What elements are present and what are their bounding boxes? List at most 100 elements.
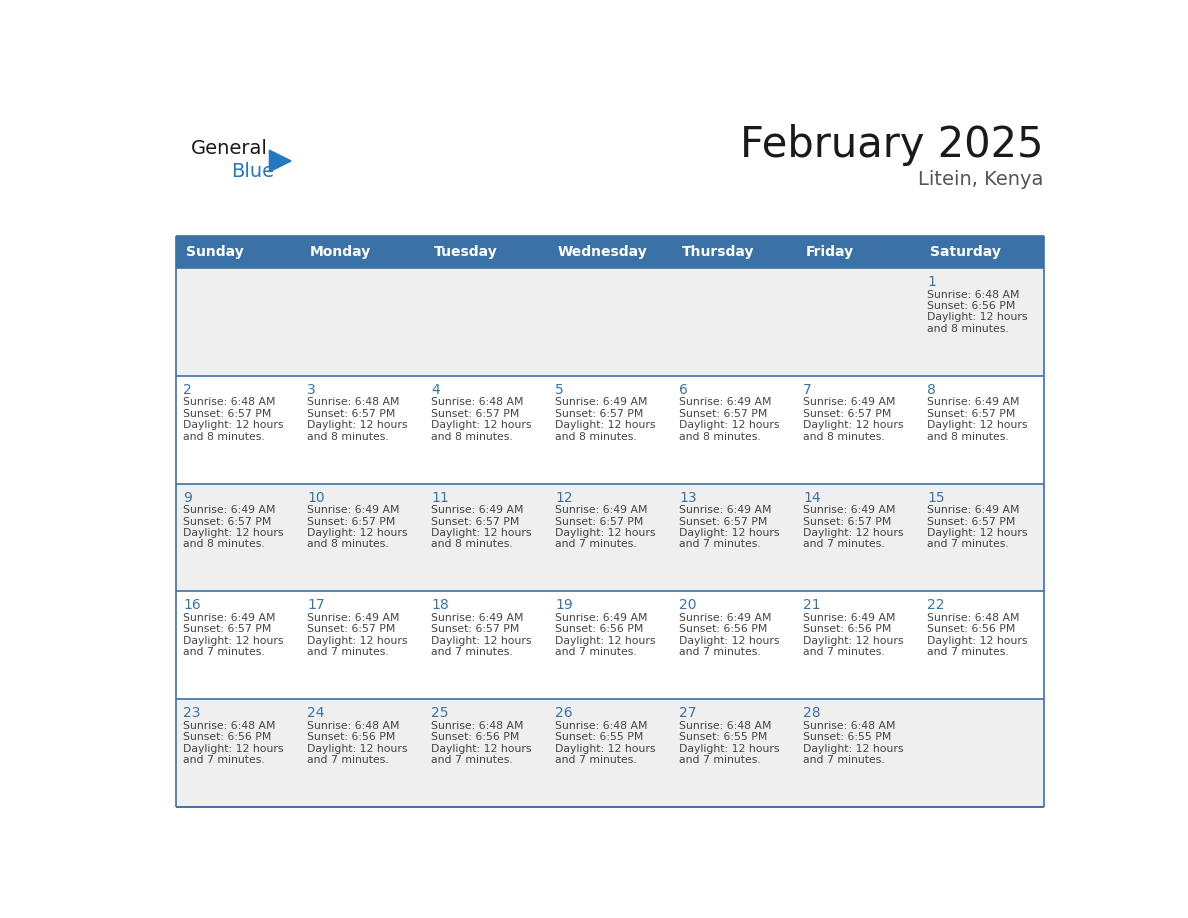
Text: Sunrise: 6:48 AM: Sunrise: 6:48 AM (431, 721, 524, 731)
Text: Litein, Kenya: Litein, Kenya (918, 170, 1043, 189)
Text: and 7 minutes.: and 7 minutes. (680, 755, 762, 765)
Text: Sunset: 6:57 PM: Sunset: 6:57 PM (803, 409, 892, 419)
Text: Sunset: 6:57 PM: Sunset: 6:57 PM (308, 624, 396, 634)
Text: and 8 minutes.: and 8 minutes. (308, 431, 390, 442)
Text: Saturday: Saturday (930, 245, 1000, 259)
Text: Monday: Monday (310, 245, 371, 259)
Text: Sunrise: 6:49 AM: Sunrise: 6:49 AM (555, 397, 647, 408)
Text: Sunset: 6:56 PM: Sunset: 6:56 PM (928, 301, 1016, 311)
Text: Sunset: 6:57 PM: Sunset: 6:57 PM (308, 517, 396, 527)
Text: Sunrise: 6:49 AM: Sunrise: 6:49 AM (680, 613, 772, 623)
Text: Sunset: 6:56 PM: Sunset: 6:56 PM (928, 624, 1016, 634)
Text: and 8 minutes.: and 8 minutes. (431, 540, 513, 549)
Text: and 8 minutes.: and 8 minutes. (680, 431, 762, 442)
Text: Sunrise: 6:49 AM: Sunrise: 6:49 AM (803, 397, 896, 408)
Text: and 8 minutes.: and 8 minutes. (803, 431, 885, 442)
Text: Sunset: 6:57 PM: Sunset: 6:57 PM (928, 409, 1016, 419)
Text: Sunrise: 6:49 AM: Sunrise: 6:49 AM (183, 505, 276, 515)
Text: 19: 19 (555, 599, 573, 612)
Text: Sunrise: 6:49 AM: Sunrise: 6:49 AM (803, 613, 896, 623)
Text: Sunset: 6:57 PM: Sunset: 6:57 PM (680, 517, 767, 527)
Text: Daylight: 12 hours: Daylight: 12 hours (928, 636, 1028, 645)
Text: and 8 minutes.: and 8 minutes. (308, 540, 390, 549)
Text: Daylight: 12 hours: Daylight: 12 hours (431, 420, 532, 431)
Text: 20: 20 (680, 599, 697, 612)
Text: Daylight: 12 hours: Daylight: 12 hours (308, 420, 407, 431)
Text: 21: 21 (803, 599, 821, 612)
Text: Sunset: 6:57 PM: Sunset: 6:57 PM (555, 409, 644, 419)
Text: Sunrise: 6:48 AM: Sunrise: 6:48 AM (308, 397, 400, 408)
Text: Daylight: 12 hours: Daylight: 12 hours (431, 636, 532, 645)
Text: Sunset: 6:57 PM: Sunset: 6:57 PM (183, 517, 272, 527)
Text: 11: 11 (431, 490, 449, 505)
Text: Sunset: 6:56 PM: Sunset: 6:56 PM (803, 624, 892, 634)
Text: Thursday: Thursday (682, 245, 754, 259)
Polygon shape (270, 151, 291, 172)
Text: 7: 7 (803, 383, 813, 397)
Text: and 7 minutes.: and 7 minutes. (555, 647, 637, 657)
Text: Sunset: 6:55 PM: Sunset: 6:55 PM (680, 733, 767, 742)
Text: Daylight: 12 hours: Daylight: 12 hours (555, 528, 656, 538)
Text: Sunset: 6:56 PM: Sunset: 6:56 PM (555, 624, 644, 634)
Bar (176, 484, 1043, 591)
Text: Sunrise: 6:49 AM: Sunrise: 6:49 AM (555, 613, 647, 623)
Text: Daylight: 12 hours: Daylight: 12 hours (555, 744, 656, 754)
Text: 27: 27 (680, 706, 697, 720)
Text: Daylight: 12 hours: Daylight: 12 hours (928, 312, 1028, 322)
Text: and 7 minutes.: and 7 minutes. (928, 540, 1009, 549)
Text: 18: 18 (431, 599, 449, 612)
Bar (920, 236, 1043, 268)
Text: Daylight: 12 hours: Daylight: 12 hours (928, 528, 1028, 538)
Text: Sunrise: 6:49 AM: Sunrise: 6:49 AM (928, 505, 1019, 515)
Text: 17: 17 (308, 599, 326, 612)
Text: Sunrise: 6:49 AM: Sunrise: 6:49 AM (680, 397, 772, 408)
Bar (176, 268, 1043, 375)
Text: Sunset: 6:57 PM: Sunset: 6:57 PM (183, 624, 272, 634)
Text: Sunset: 6:56 PM: Sunset: 6:56 PM (183, 733, 272, 742)
Text: Daylight: 12 hours: Daylight: 12 hours (803, 744, 904, 754)
Text: Sunrise: 6:49 AM: Sunrise: 6:49 AM (431, 505, 524, 515)
Text: and 7 minutes.: and 7 minutes. (803, 647, 885, 657)
Text: Sunrise: 6:49 AM: Sunrise: 6:49 AM (183, 613, 276, 623)
Text: and 7 minutes.: and 7 minutes. (308, 755, 390, 765)
Text: and 8 minutes.: and 8 minutes. (928, 324, 1009, 334)
Text: and 8 minutes.: and 8 minutes. (183, 540, 265, 549)
Text: 25: 25 (431, 706, 449, 720)
Text: Sunset: 6:55 PM: Sunset: 6:55 PM (555, 733, 644, 742)
Text: Sunset: 6:57 PM: Sunset: 6:57 PM (928, 517, 1016, 527)
Text: Daylight: 12 hours: Daylight: 12 hours (308, 528, 407, 538)
Text: Sunrise: 6:49 AM: Sunrise: 6:49 AM (928, 397, 1019, 408)
Text: Sunset: 6:56 PM: Sunset: 6:56 PM (431, 733, 520, 742)
Text: Sunrise: 6:48 AM: Sunrise: 6:48 AM (308, 721, 400, 731)
Text: Daylight: 12 hours: Daylight: 12 hours (308, 636, 407, 645)
Text: Daylight: 12 hours: Daylight: 12 hours (431, 744, 532, 754)
Text: 16: 16 (183, 599, 201, 612)
Bar (671, 236, 796, 268)
Bar (176, 700, 1043, 807)
Text: and 8 minutes.: and 8 minutes. (183, 431, 265, 442)
Text: Sunrise: 6:48 AM: Sunrise: 6:48 AM (431, 397, 524, 408)
Text: and 8 minutes.: and 8 minutes. (431, 431, 513, 442)
Text: General: General (191, 139, 268, 158)
Text: and 7 minutes.: and 7 minutes. (680, 647, 762, 657)
Text: Daylight: 12 hours: Daylight: 12 hours (183, 420, 284, 431)
Text: Daylight: 12 hours: Daylight: 12 hours (183, 528, 284, 538)
Text: Sunrise: 6:48 AM: Sunrise: 6:48 AM (183, 397, 276, 408)
Text: Sunset: 6:56 PM: Sunset: 6:56 PM (680, 624, 767, 634)
Text: 15: 15 (928, 490, 944, 505)
Text: Daylight: 12 hours: Daylight: 12 hours (308, 744, 407, 754)
Text: 13: 13 (680, 490, 697, 505)
Bar (424, 236, 548, 268)
Text: and 7 minutes.: and 7 minutes. (183, 647, 265, 657)
Text: and 7 minutes.: and 7 minutes. (680, 540, 762, 549)
Bar (176, 375, 1043, 484)
Text: Daylight: 12 hours: Daylight: 12 hours (803, 528, 904, 538)
Text: and 7 minutes.: and 7 minutes. (555, 755, 637, 765)
Text: Sunset: 6:57 PM: Sunset: 6:57 PM (183, 409, 272, 419)
Bar (299, 236, 424, 268)
Bar (176, 236, 299, 268)
Text: and 7 minutes.: and 7 minutes. (431, 647, 513, 657)
Text: 9: 9 (183, 490, 192, 505)
Text: and 8 minutes.: and 8 minutes. (928, 431, 1009, 442)
Text: February 2025: February 2025 (740, 124, 1043, 166)
